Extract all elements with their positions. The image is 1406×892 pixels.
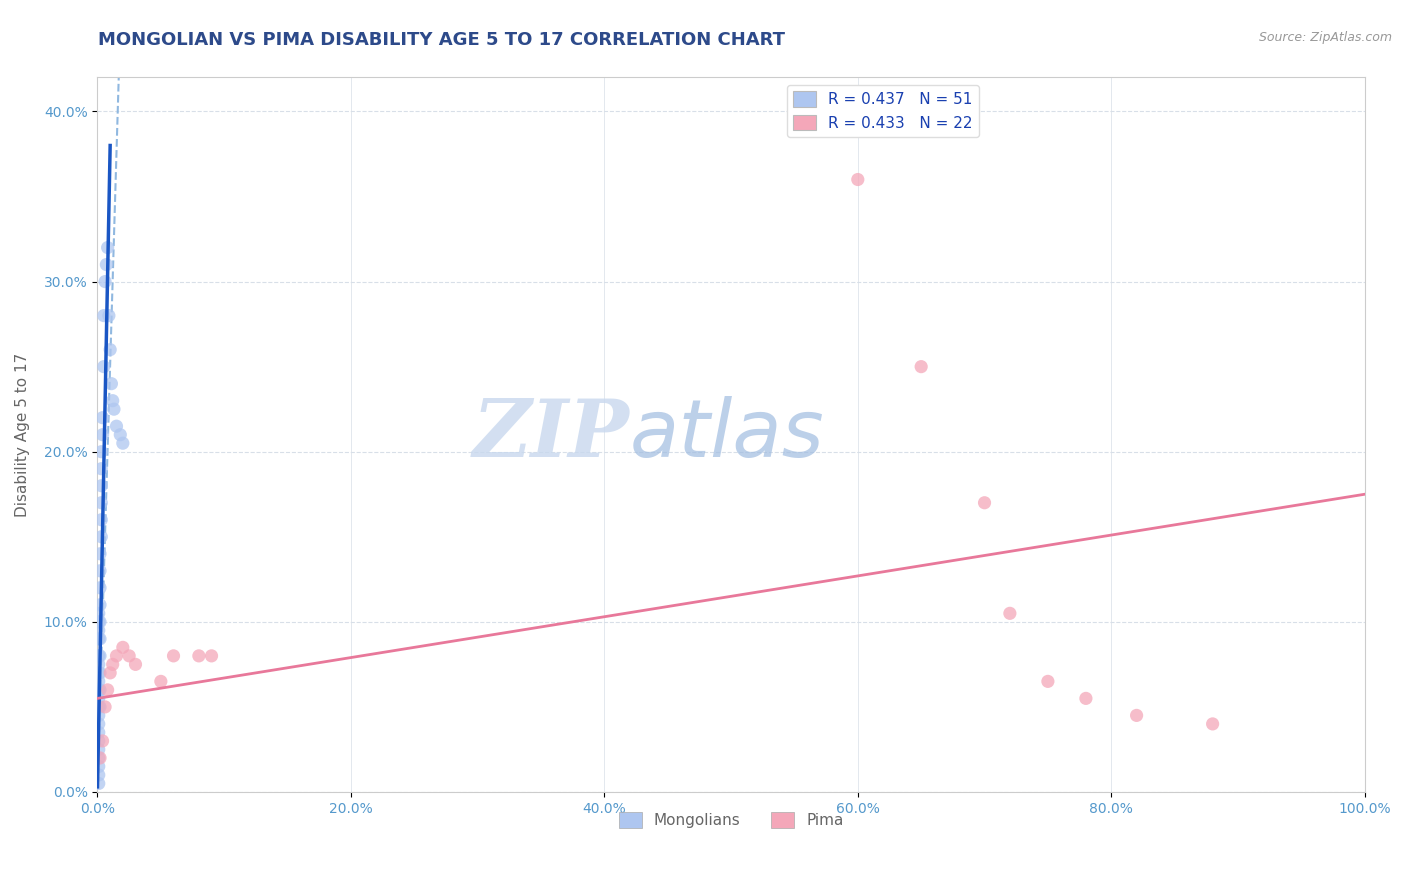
Point bbox=[910, 359, 932, 374]
Point bbox=[93, 309, 115, 323]
Point bbox=[87, 607, 110, 621]
Point bbox=[87, 742, 110, 756]
Point bbox=[87, 682, 110, 697]
Point bbox=[87, 691, 110, 706]
Point bbox=[87, 708, 110, 723]
Point bbox=[90, 461, 112, 475]
Point bbox=[87, 615, 110, 629]
Point bbox=[98, 343, 121, 357]
Point bbox=[97, 241, 120, 255]
Point bbox=[87, 734, 110, 748]
Point bbox=[846, 172, 869, 186]
Point bbox=[97, 682, 120, 697]
Point bbox=[89, 598, 111, 612]
Point bbox=[87, 699, 110, 714]
Point bbox=[111, 640, 134, 655]
Point bbox=[89, 665, 111, 680]
Point bbox=[89, 699, 111, 714]
Text: Source: ZipAtlas.com: Source: ZipAtlas.com bbox=[1258, 31, 1392, 45]
Y-axis label: Disability Age 5 to 17: Disability Age 5 to 17 bbox=[15, 352, 30, 516]
Point bbox=[187, 648, 209, 663]
Point bbox=[89, 581, 111, 595]
Point bbox=[89, 751, 111, 765]
Point bbox=[89, 632, 111, 646]
Point bbox=[87, 759, 110, 773]
Point bbox=[94, 699, 117, 714]
Point bbox=[998, 607, 1021, 621]
Point bbox=[87, 717, 110, 731]
Point bbox=[87, 624, 110, 638]
Point bbox=[200, 648, 222, 663]
Point bbox=[87, 648, 110, 663]
Point bbox=[90, 444, 112, 458]
Point bbox=[87, 665, 110, 680]
Point bbox=[973, 496, 995, 510]
Point bbox=[89, 682, 111, 697]
Point bbox=[87, 632, 110, 646]
Text: MONGOLIAN VS PIMA DISABILITY AGE 5 TO 17 CORRELATION CHART: MONGOLIAN VS PIMA DISABILITY AGE 5 TO 17… bbox=[98, 31, 786, 49]
Point bbox=[98, 665, 121, 680]
Point bbox=[103, 402, 125, 417]
Point bbox=[91, 410, 114, 425]
Point bbox=[90, 479, 112, 493]
Point bbox=[100, 376, 122, 391]
Point bbox=[1201, 717, 1223, 731]
Point bbox=[89, 648, 111, 663]
Point bbox=[1074, 691, 1097, 706]
Legend: Mongolians, Pima: Mongolians, Pima bbox=[613, 806, 849, 834]
Point bbox=[97, 309, 120, 323]
Point bbox=[87, 751, 110, 765]
Point bbox=[1036, 674, 1059, 689]
Point bbox=[89, 615, 111, 629]
Point bbox=[87, 657, 110, 672]
Point bbox=[90, 530, 112, 544]
Point bbox=[87, 674, 110, 689]
Point bbox=[110, 427, 132, 442]
Point bbox=[90, 513, 112, 527]
Point bbox=[89, 547, 111, 561]
Point bbox=[94, 275, 117, 289]
Point bbox=[87, 768, 110, 782]
Text: atlas: atlas bbox=[630, 396, 824, 474]
Point bbox=[111, 436, 134, 450]
Point bbox=[105, 648, 128, 663]
Point bbox=[91, 734, 114, 748]
Point bbox=[1125, 708, 1147, 723]
Point bbox=[87, 776, 110, 790]
Point bbox=[149, 674, 172, 689]
Point bbox=[101, 393, 124, 408]
Point bbox=[124, 657, 146, 672]
Point bbox=[90, 496, 112, 510]
Point bbox=[162, 648, 184, 663]
Point bbox=[87, 725, 110, 739]
Point bbox=[93, 359, 115, 374]
Point bbox=[105, 419, 128, 434]
Point bbox=[101, 657, 124, 672]
Point bbox=[91, 427, 114, 442]
Point bbox=[89, 564, 111, 578]
Point bbox=[118, 648, 141, 663]
Point bbox=[96, 258, 118, 272]
Text: ZIP: ZIP bbox=[472, 396, 630, 474]
